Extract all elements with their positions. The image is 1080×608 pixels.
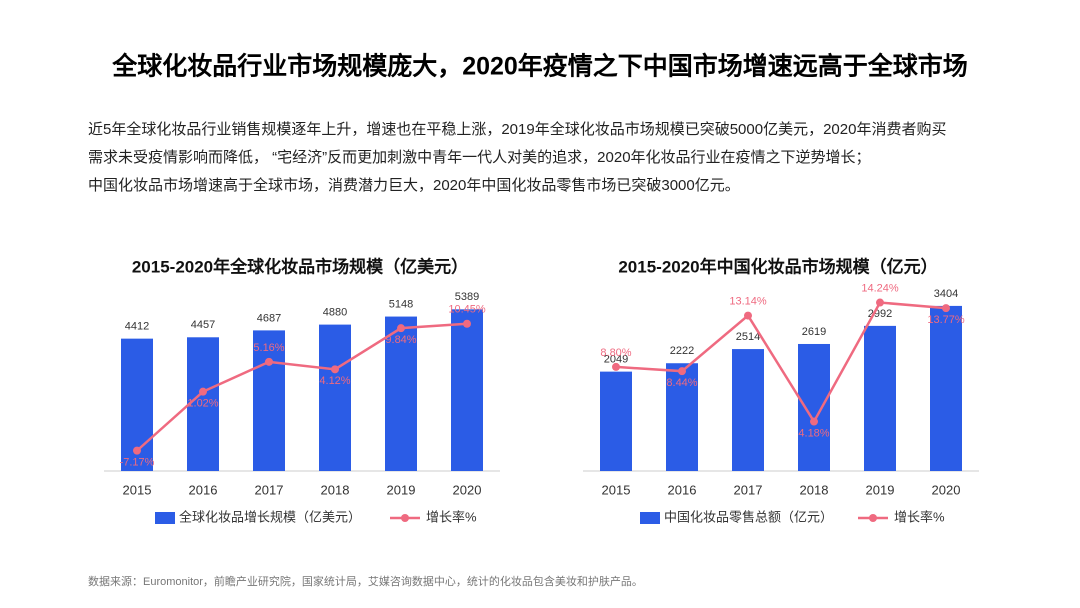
line-value-label: 13.14% (729, 295, 767, 307)
bar-value-label: 5389 (455, 291, 479, 303)
legend-label: 全球化妆品增长规模（亿美元） (179, 509, 361, 524)
bar-value-label: 2992 (868, 308, 892, 320)
line-point (942, 304, 950, 313)
bar-value-label: 2514 (736, 331, 760, 343)
bar-value-label: 3404 (934, 288, 958, 300)
line-point (397, 324, 405, 333)
line-value-label: 9.84% (385, 334, 416, 346)
x-tick-label: 2017 (255, 482, 284, 497)
line-point (463, 319, 471, 328)
x-tick-label: 2016 (668, 482, 697, 497)
bar-value-label: 2619 (802, 326, 826, 338)
line-point (678, 367, 686, 376)
bar (864, 325, 896, 471)
bar (930, 305, 962, 471)
line-value-label: 8.80% (600, 347, 631, 359)
line-value-label: 4.12% (319, 375, 350, 387)
bar (732, 349, 764, 471)
x-tick-label: 2020 (453, 482, 482, 497)
bar-value-label: 2049 (604, 354, 628, 366)
x-tick-label: 2015 (123, 482, 152, 497)
line-value-label: 14.24% (861, 282, 899, 294)
paragraph: 近5年全球化妆品行业销售规模逐年上升，增速也在平稳上涨，2019年全球化妆品市场… (88, 120, 946, 138)
legend-label: 增长率% (894, 509, 945, 524)
x-tick-label: 2019 (387, 482, 416, 497)
bar-value-label: 4457 (191, 319, 215, 331)
slide-title: 全球化妆品行业市场规模庞大，2020年疫情之下中国市场增速远高于全球市场 (111, 52, 968, 81)
line-value-label: 4.18% (798, 427, 829, 439)
line (615, 301, 947, 425)
line-point (744, 311, 752, 320)
legend-marker (869, 514, 877, 522)
x-tick-label: 2019 (866, 482, 895, 497)
bar (385, 316, 417, 471)
line-point (810, 417, 818, 426)
line-point (331, 365, 339, 374)
line-value-label: -7.17% (120, 457, 155, 469)
x-tick-label: 2017 (734, 482, 763, 497)
bar-value-label: 4880 (323, 307, 347, 319)
line-point (612, 362, 620, 371)
line-point (133, 446, 141, 455)
paragraph: 中国化妆品市场增速高于全球市场，消费潜力巨大，2020年中国化妆品零售市场已突破… (88, 176, 740, 194)
bar-value-label: 5148 (389, 298, 413, 310)
bar-value-label: 2222 (670, 345, 694, 357)
bar (798, 343, 830, 471)
paragraph: 需求未受疫情影响而降低， “宅经济”反而更加刺激中青年一代人对美的追求，2020… (88, 149, 871, 166)
x-tick-label: 2020 (932, 482, 961, 497)
line-value-label: 5.16% (253, 342, 284, 354)
line-point (876, 298, 884, 307)
legend-swatch (155, 512, 175, 524)
x-tick-label: 2018 (800, 482, 829, 497)
line-value-label: 1.02% (187, 398, 218, 410)
chart-title: 2015-2020年中国化妆品市场规模（亿元） (618, 256, 937, 276)
line-point (199, 387, 207, 396)
x-tick-label: 2016 (189, 482, 218, 497)
legend-marker (401, 514, 409, 522)
bar (666, 363, 698, 471)
line (136, 322, 468, 452)
bar (319, 324, 351, 471)
source-note: 数据来源：Euromonitor，前瞻产业研究院，国家统计局，艾媒咨询数据中心，… (88, 574, 643, 588)
chart-title: 2015-2020年全球化妆品市场规模（亿美元） (132, 256, 468, 276)
line-point (265, 357, 273, 366)
line-value-label: 8.44% (666, 377, 697, 389)
bar (253, 330, 285, 471)
x-tick-label: 2015 (602, 482, 631, 497)
bar-value-label: 4687 (257, 312, 281, 324)
line-value-label: 13.77% (927, 314, 965, 326)
bar (187, 337, 219, 471)
legend-label: 增长率% (426, 509, 477, 524)
bar (600, 371, 632, 471)
bar (451, 309, 483, 471)
legend-swatch (640, 512, 660, 524)
x-tick-label: 2018 (321, 482, 350, 497)
line-value-label: 10.45% (448, 304, 486, 316)
bar-value-label: 4412 (125, 321, 149, 333)
legend-label: 中国化妆品零售总额（亿元） (664, 509, 833, 524)
